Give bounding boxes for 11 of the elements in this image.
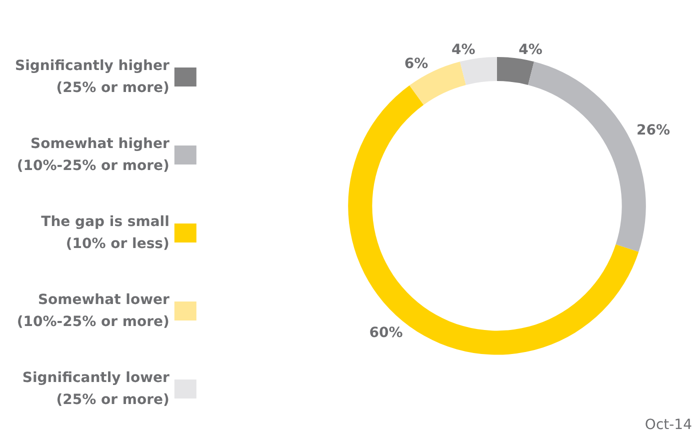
data-label: 26% <box>636 122 670 138</box>
legend-label: Significantly higher (25% or more) <box>14 58 170 96</box>
legend-label: The gap is small (10% or less) <box>41 214 170 252</box>
data-label: 60% <box>369 324 403 341</box>
legend-label: Somewhat lower (10%-25% or more) <box>16 292 170 330</box>
data-label: 6% <box>404 56 428 72</box>
text: Oct-14 <box>644 417 692 433</box>
data-label: 4% <box>518 42 542 58</box>
legend-label: Somewhat higher (10%-25% or more) <box>16 136 170 174</box>
legend-label: Significantly lower (25% or more) <box>22 370 170 408</box>
data-label: 4% <box>452 42 476 58</box>
